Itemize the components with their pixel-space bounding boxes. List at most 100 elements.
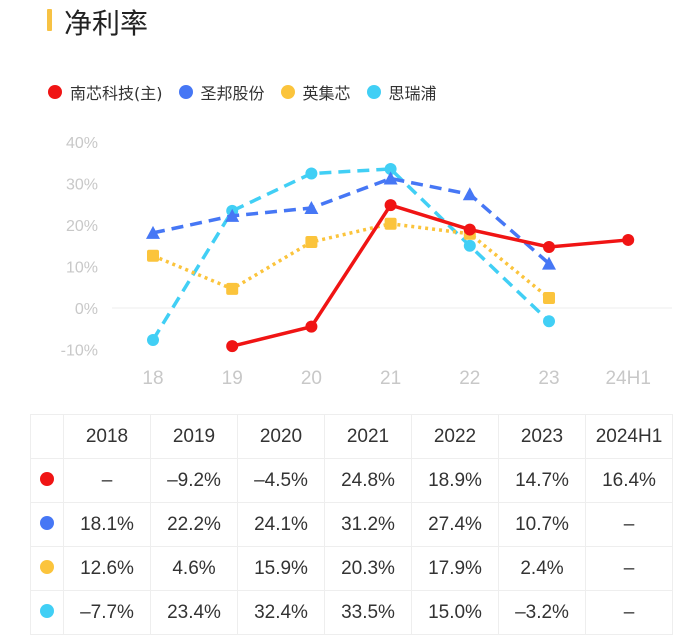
table-cell: 18.1%: [63, 502, 151, 547]
series-dot-icon: [40, 515, 54, 530]
data-point: [463, 239, 476, 252]
table-cell: 23.4%: [150, 590, 238, 635]
legend-dot-icon: [178, 85, 193, 99]
series-dot-icon: [40, 471, 54, 486]
data-point: [622, 233, 635, 246]
legend-item[interactable]: 南芯科技(主): [48, 80, 163, 104]
table-cell: 14.7%: [498, 458, 586, 503]
data-point: [383, 171, 398, 185]
column-header: 2019: [150, 414, 238, 459]
table-cell: 4.6%: [150, 546, 238, 591]
legend-label: 南芯科技(主): [70, 84, 163, 103]
x-tick-label: 19: [222, 368, 243, 389]
table-cell: 18.9%: [411, 458, 499, 503]
y-tick-label: -10%: [61, 343, 98, 360]
legend-dot-icon: [366, 85, 381, 99]
x-tick-label: 24H1: [605, 368, 650, 389]
table-cell: 20.3%: [324, 546, 412, 591]
legend-label: 思瑞浦: [388, 84, 437, 103]
table-cell: 33.5%: [324, 590, 412, 635]
x-tick-label: 18: [142, 368, 163, 389]
data-point: [225, 208, 240, 222]
table-row: 12.6% 4.6% 15.9% 20.3% 17.9% 2.4% –: [30, 546, 673, 591]
data-point: [226, 340, 239, 353]
series-line: [152, 176, 551, 265]
x-tick-label: 22: [459, 368, 480, 389]
data-point: [384, 217, 397, 230]
table-cell: 22.2%: [150, 502, 238, 547]
data-table: 2018 2019 2020 2021 2022 2023 2024H1– –9.2% –4.5…: [30, 414, 673, 635]
data-point: [384, 162, 397, 175]
table-cell: 12.6%: [63, 546, 151, 591]
data-point: [304, 200, 319, 214]
legend-item[interactable]: 圣邦股份: [178, 80, 265, 104]
table-row: – –9.2% –4.5% 24.8% 18.9% 14.7% 16.4%: [30, 458, 673, 503]
table-cell: 17.9%: [411, 546, 499, 591]
legend-item[interactable]: 思瑞浦: [366, 80, 437, 104]
data-point: [305, 236, 318, 249]
table-cell: 15.0%: [411, 590, 499, 635]
table-cell: 27.4%: [411, 502, 499, 547]
row-color-cell: [30, 590, 64, 635]
data-point: [462, 187, 477, 201]
x-tick-label: 20: [301, 368, 322, 389]
table-cell: –9.2%: [150, 458, 238, 503]
table-cell: –: [63, 458, 151, 503]
chart-title: 净利率: [64, 7, 149, 40]
column-header: 2021: [324, 414, 412, 459]
column-header: 2018: [63, 414, 151, 459]
x-tick-label: 21: [380, 368, 401, 389]
table-cell: –: [585, 590, 673, 635]
data-point: [147, 333, 159, 346]
table-row: 18.1% 22.2% 24.1% 31.2% 27.4% 10.7% –: [30, 502, 673, 547]
table-cell: –7.7%: [63, 590, 151, 635]
legend-label: 英集芯: [302, 84, 351, 103]
row-color-cell: [30, 546, 64, 591]
legend-item[interactable]: 英集芯: [280, 80, 351, 104]
legend-dot-icon: [48, 85, 62, 99]
header-corner: [30, 414, 64, 459]
y-tick-label: 40%: [66, 135, 98, 152]
data-point: [147, 249, 159, 262]
data-point: [543, 315, 555, 328]
table-cell: 16.4%: [585, 458, 673, 503]
y-tick-label: 30%: [66, 177, 98, 194]
column-header: 2020: [237, 414, 325, 459]
series-dot-icon: [40, 603, 54, 618]
table-cell: 2.4%: [498, 546, 586, 591]
table-cell: –: [585, 502, 673, 547]
data-point: [463, 223, 476, 236]
data-point: [305, 167, 318, 180]
legend-label: 圣邦股份: [200, 84, 265, 103]
series-line: [231, 203, 629, 348]
table-cell: 15.9%: [237, 546, 325, 591]
data-point: [543, 240, 555, 253]
table-cell: –3.2%: [498, 590, 586, 635]
data-point: [543, 292, 555, 305]
table-cell: 24.8%: [324, 458, 412, 503]
legend-dot-icon: [280, 85, 295, 99]
column-header: 2022: [411, 414, 499, 459]
table-cell: 31.2%: [324, 502, 412, 547]
table-cell: 10.7%: [498, 502, 586, 547]
x-tick-label: 23: [538, 368, 559, 389]
row-color-cell: [30, 502, 64, 547]
data-point: [146, 225, 160, 239]
data-point: [384, 199, 397, 212]
title-accent-bar: [47, 9, 52, 31]
series-line: [152, 221, 551, 300]
y-tick-label: 20%: [66, 218, 98, 235]
row-color-cell: [30, 458, 64, 503]
table-cell: –4.5%: [237, 458, 325, 503]
data-point: [305, 320, 318, 333]
legend: 南芯科技(主) 圣邦股份 英集芯 思瑞浦: [48, 80, 437, 104]
series-line: [151, 167, 551, 341]
table-row: –7.7% 23.4% 32.4% 33.5% 15.0% –3.2% –: [30, 590, 673, 635]
data-point: [542, 256, 556, 270]
y-tick-label: 0%: [75, 301, 98, 318]
table-header-row: 2018 2019 2020 2021 2022 2023 2024H1: [30, 414, 673, 459]
table-cell: 32.4%: [237, 590, 325, 635]
table-cell: 24.1%: [237, 502, 325, 547]
column-header: 2024H1: [585, 414, 673, 459]
table-cell: –: [585, 546, 673, 591]
